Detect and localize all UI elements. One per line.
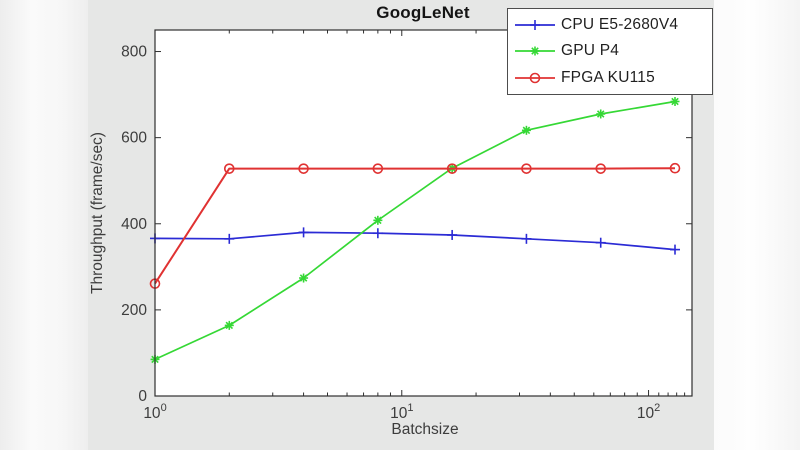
svg-text:101: 101 [390, 402, 413, 422]
svg-text:100: 100 [143, 402, 166, 422]
legend-label: FPGA KU115 [561, 68, 655, 86]
legend-item-fpga: FPGA KU115 [512, 65, 712, 91]
background-right-bar [714, 0, 800, 450]
svg-text:400: 400 [121, 216, 147, 233]
legend-item-cpu: CPU E5-2680V4 [512, 12, 712, 38]
background-left-bar [0, 0, 88, 450]
svg-text:800: 800 [121, 44, 147, 61]
matlab-figure: 0 200 400 600 800 100 101 102 GoogLeNet Batchsi… [88, 0, 714, 450]
gpu-line-asterisk-icon [515, 46, 555, 56]
fpga-line-circle-icon [515, 72, 555, 84]
legend: CPU E5-2680V4 GPU P4 FPGA KU115 [507, 8, 713, 95]
cpu-line-plus-icon [515, 20, 555, 31]
svg-text:200: 200 [121, 302, 147, 319]
svg-text:0: 0 [138, 388, 147, 405]
svg-text:102: 102 [637, 402, 660, 422]
legend-item-gpu: GPU P4 [512, 38, 712, 64]
legend-label: CPU E5-2680V4 [561, 16, 679, 34]
y-axis-label: Throughput (frame/sec) [89, 132, 106, 294]
chart-title: GoogLeNet [376, 3, 470, 22]
x-axis-label: Batchsize [391, 421, 459, 438]
svg-text:600: 600 [121, 130, 147, 147]
legend-label: GPU P4 [561, 42, 620, 60]
